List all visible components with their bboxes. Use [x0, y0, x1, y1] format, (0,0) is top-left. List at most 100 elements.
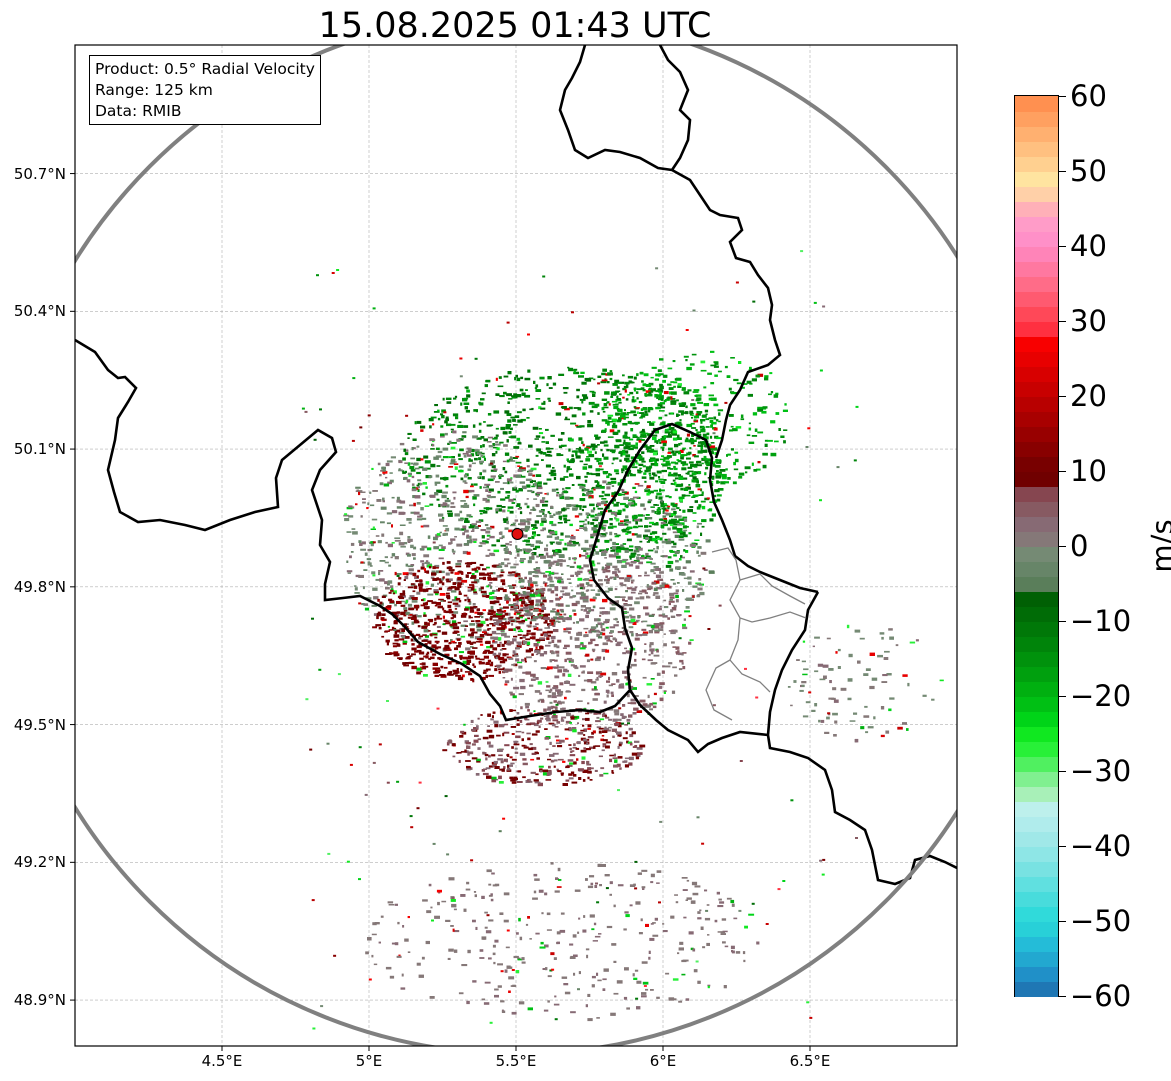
info-range: Range: 125 km: [95, 81, 213, 99]
lon-label-2: 5.5°E: [495, 1052, 537, 1070]
colorbar-tick-label-7: −10: [1070, 604, 1132, 638]
country-border-west: [75, 338, 819, 722]
colorbar-segment-18: [1015, 711, 1058, 727]
colorbar-segment-34: [1015, 471, 1058, 487]
colorbar-tick-label-10: −40: [1070, 829, 1132, 863]
colorbar-segment-28: [1015, 561, 1058, 577]
colorbar-segment-14: [1015, 771, 1058, 787]
colorbar-segment-25: [1015, 606, 1058, 622]
colorbar-segment-21: [1015, 666, 1058, 682]
country-border-north: [558, 45, 782, 459]
colorbar-tick-10: [1059, 846, 1066, 847]
colorbar-tick-label-2: 40: [1070, 229, 1107, 263]
info-product: Product: 0.5° Radial Velocity: [95, 60, 315, 78]
colorbar-segment-0: [1015, 981, 1058, 997]
colorbar-segment-26: [1015, 591, 1058, 607]
colorbar-tick-label-8: −20: [1070, 679, 1132, 713]
colorbar-tick-1: [1059, 171, 1066, 172]
colorbar-segment-43: [1015, 336, 1058, 352]
country-border-far-north: [658, 45, 692, 171]
colorbar-tick-label-12: −60: [1070, 979, 1132, 1013]
axis-ticks: [70, 173, 811, 1051]
colorbar-segment-11: [1015, 816, 1058, 832]
colorbar-tick-3: [1059, 321, 1066, 322]
colorbar-tick-7: [1059, 621, 1066, 622]
colorbar-segment-31: [1015, 516, 1058, 532]
velocity-colorbar: [1014, 95, 1059, 997]
colorbar-tick-label-1: 50: [1070, 154, 1107, 188]
lat-label-6: 48.9°N: [13, 991, 66, 1010]
colorbar-segment-1: [1015, 966, 1058, 982]
echo-cluster-2: [343, 430, 565, 652]
lon-label-3: 6°E: [649, 1052, 677, 1070]
region-borders: [705, 547, 807, 721]
colorbar-segment-41: [1015, 366, 1058, 382]
colorbar-tick-0: [1059, 96, 1066, 97]
radar-echoes: [301, 250, 944, 1030]
colorbar-segment-13: [1015, 786, 1058, 802]
echo-cluster-7: [365, 862, 760, 1022]
colorbar-tick-4: [1059, 396, 1066, 397]
colorbar-segment-8: [1015, 861, 1058, 877]
info-data-source: Data: RMIB: [95, 102, 182, 120]
colorbar-segment-57: [1015, 126, 1058, 142]
colorbar-segment-15: [1015, 756, 1058, 772]
colorbar-segment-24: [1015, 621, 1058, 637]
colorbar-tick-label-4: 20: [1070, 379, 1107, 413]
colorbar-segment-33: [1015, 486, 1058, 502]
colorbar-segment-52: [1015, 201, 1058, 217]
echo-cluster-8: [787, 624, 944, 743]
echo-cluster-6: [442, 705, 646, 787]
colorbar-segment-2: [1015, 951, 1058, 967]
gridlines: [75, 45, 957, 1046]
radar-site-marker[interactable]: [511, 528, 524, 541]
colorbar-tick-12: [1059, 996, 1066, 997]
colorbar-segment-44: [1015, 321, 1058, 337]
colorbar-tick-label-6: 0: [1070, 529, 1089, 563]
colorbar-segment-37: [1015, 426, 1058, 442]
colorbar-segment-6: [1015, 891, 1058, 907]
lat-label-1: 50.4°N: [13, 302, 66, 321]
colorbar-segment-22: [1015, 651, 1058, 667]
colorbar-segment-3: [1015, 936, 1058, 952]
colorbar-segment-19: [1015, 696, 1058, 712]
colorbar-segment-51: [1015, 216, 1058, 232]
colorbar-segment-39: [1015, 396, 1058, 412]
colorbar-tick-label-0: 60: [1070, 79, 1107, 113]
colorbar-tick-6: [1059, 546, 1066, 547]
colorbar-segment-55: [1015, 156, 1058, 172]
colorbar-tick-2: [1059, 246, 1066, 247]
colorbar-segment-53: [1015, 186, 1058, 202]
colorbar-segment-32: [1015, 501, 1058, 517]
colorbar-segment-49: [1015, 246, 1058, 262]
colorbar-segment-45: [1015, 306, 1058, 322]
colorbar-segment-35: [1015, 456, 1058, 472]
echo-cluster-4: [492, 551, 694, 732]
colorbar-segment-50: [1015, 231, 1058, 247]
colorbar-segment-7: [1015, 876, 1058, 892]
lon-label-4: 6.5°E: [789, 1052, 831, 1070]
colorbar-segment-48: [1015, 261, 1058, 277]
colorbar-segment-38: [1015, 411, 1058, 427]
colorbar-segment-30: [1015, 531, 1058, 547]
map-title: 15.08.2025 01:43 UTC: [318, 6, 712, 46]
colorbar-tick-8: [1059, 696, 1066, 697]
echo-cluster-3: [372, 561, 556, 683]
colorbar-segment-23: [1015, 636, 1058, 652]
colorbar-unit-label: m/s: [1145, 519, 1171, 573]
echo-cluster-0: [401, 366, 722, 557]
colorbar-segment-17: [1015, 726, 1058, 742]
colorbar-segment-16: [1015, 741, 1058, 757]
colorbar-segment-29: [1015, 546, 1058, 562]
lat-label-4: 49.5°N: [13, 715, 66, 734]
colorbar-segment-54: [1015, 171, 1058, 187]
echo-cluster-9: [612, 350, 788, 491]
colorbar-segment-58: [1015, 111, 1058, 127]
colorbar-segment-40: [1015, 381, 1058, 397]
colorbar-segment-9: [1015, 846, 1058, 862]
colorbar-segment-46: [1015, 291, 1058, 307]
colorbar-segment-10: [1015, 831, 1058, 847]
country-border-lux-south: [628, 689, 769, 754]
lat-label-0: 50.7°N: [13, 164, 66, 183]
